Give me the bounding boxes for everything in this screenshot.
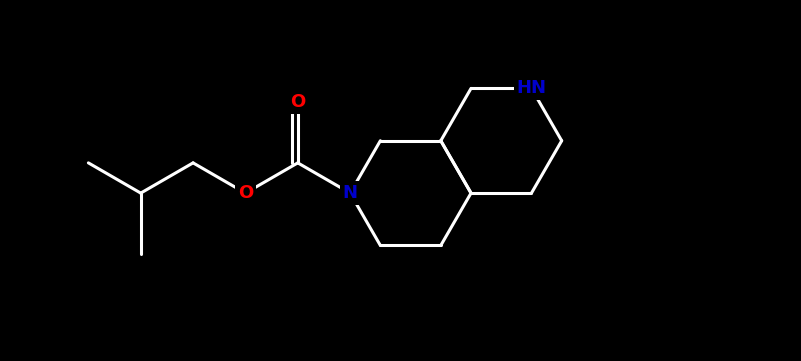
Text: O: O xyxy=(238,184,253,202)
Text: O: O xyxy=(290,93,305,112)
Text: N: N xyxy=(343,184,357,202)
Text: HN: HN xyxy=(517,79,546,97)
